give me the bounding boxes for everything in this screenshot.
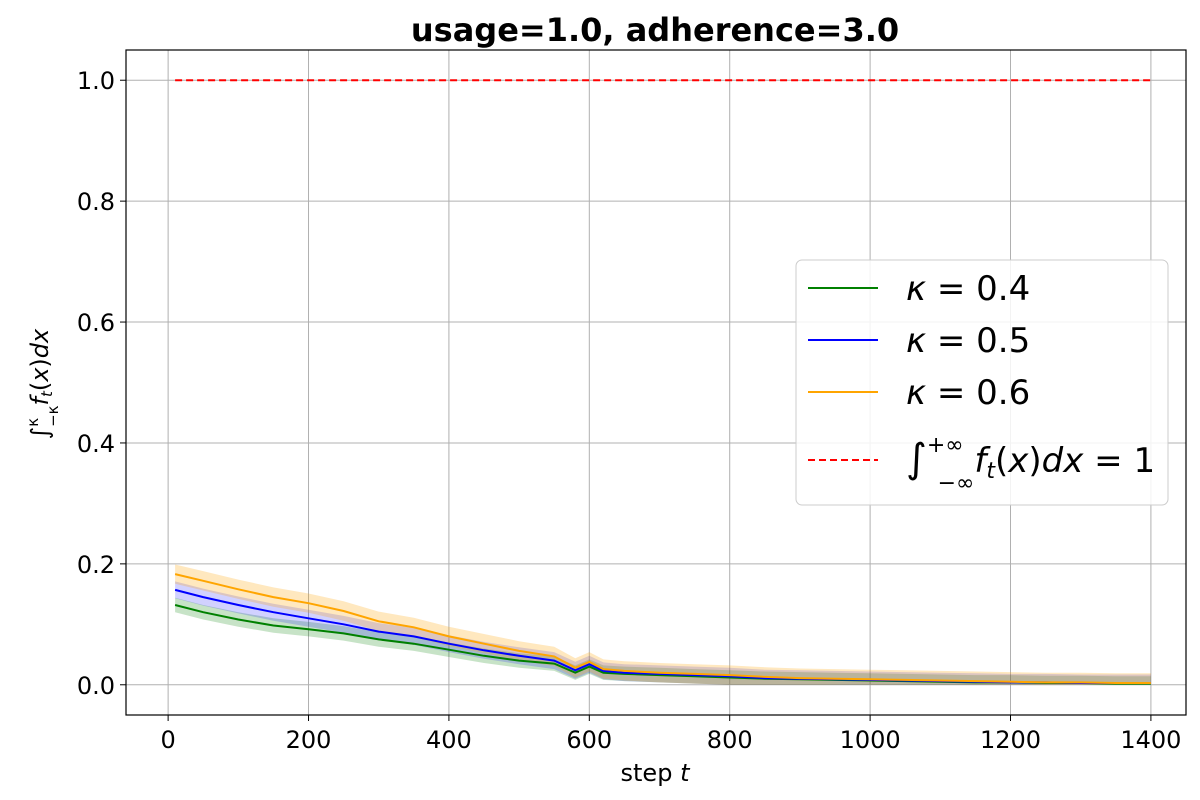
- plot-frame: [125, 49, 1187, 716]
- x-tick-label: 600: [566, 726, 612, 754]
- y-tick-label: 0.6: [77, 309, 115, 337]
- x-axis-label: step t: [621, 759, 692, 787]
- legend-label-3: ∫+∞ −∞ft(x)dx = 1: [906, 433, 1155, 496]
- y-tick-label: 0.0: [77, 672, 115, 700]
- legend-label-2: κ = 0.6: [906, 373, 1030, 413]
- y-tick-label: 1.0: [77, 67, 115, 95]
- legend-box: [795, 259, 1169, 506]
- series-lines: [174, 79, 1151, 685]
- legend-label-1: κ = 0.5: [906, 321, 1030, 361]
- chart-title: usage=1.0, adherence=3.0: [411, 11, 899, 49]
- legend-label-0: κ = 0.4: [906, 269, 1030, 309]
- y-tick-label: 0.8: [77, 188, 115, 216]
- x-tick-label: 1400: [1120, 726, 1181, 754]
- x-tick-label: 400: [426, 726, 472, 754]
- y-axis-label: ∫κ −κft(x)dx: [24, 328, 62, 439]
- y-tick-label: 0.2: [77, 551, 115, 579]
- legend: κ = 0.4 κ = 0.5 κ = 0.6 ∫+∞ −∞ft(x)dx = 1: [795, 259, 1169, 506]
- x-tick-label: 200: [286, 726, 332, 754]
- x-tick-label: 0: [160, 726, 175, 754]
- y-axis-ticks: 0.0 0.2 0.4 0.6 0.8 1.0: [77, 67, 126, 700]
- series-band-2: [175, 564, 1151, 685]
- series-line-2: [174, 573, 1151, 684]
- x-axis-ticks: 0 200 400 600 800 1000 1200 1400: [160, 715, 1181, 754]
- x-tick-label: 800: [707, 726, 753, 754]
- confidence-bands: [175, 564, 1151, 685]
- series-band-0: [175, 597, 1151, 685]
- x-tick-label: 1000: [840, 726, 901, 754]
- x-tick-label: 1200: [980, 726, 1041, 754]
- series-band-1: [175, 581, 1151, 685]
- y-tick-label: 0.4: [77, 430, 115, 458]
